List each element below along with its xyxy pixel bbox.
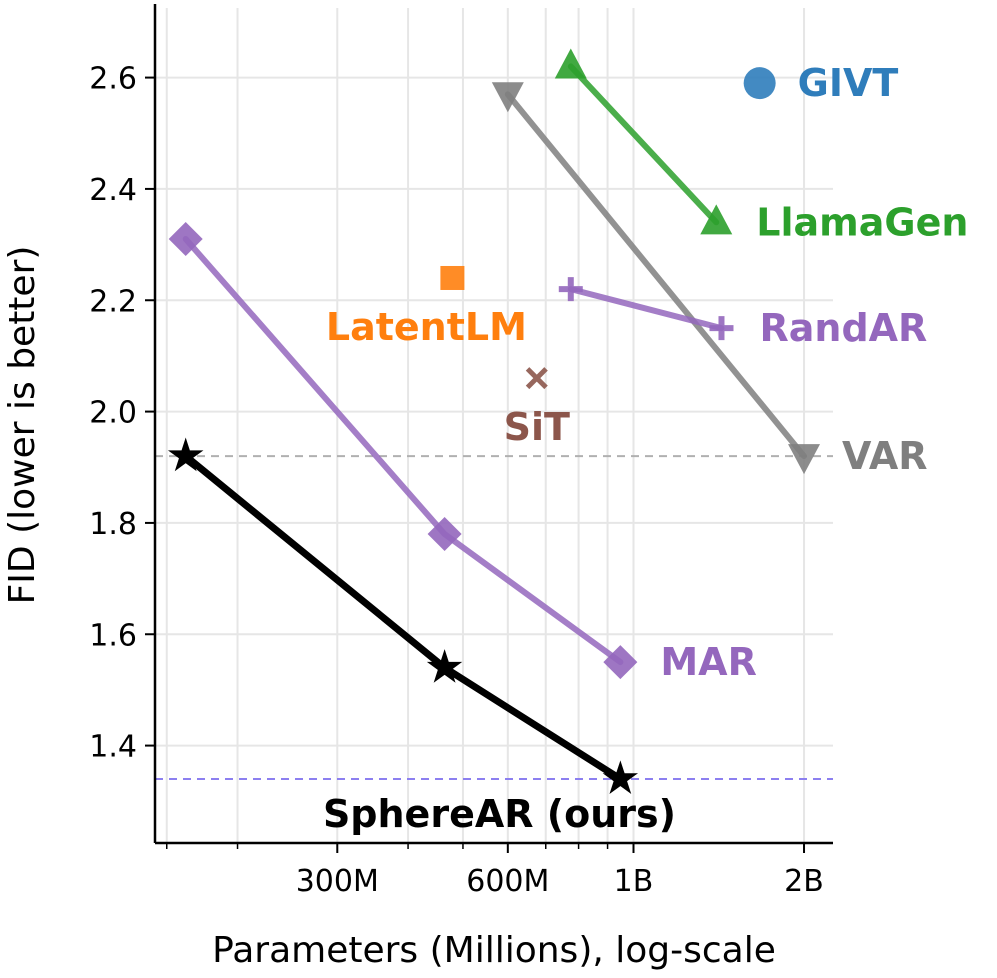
y-tick-label: 1.4: [89, 730, 137, 765]
latentlm-point: [440, 265, 465, 290]
y-tick-label: 2.4: [89, 173, 137, 208]
y-tick-label: 1.6: [89, 618, 137, 653]
reference-lines: [155, 455, 833, 780]
y-tick-label: 2.6: [89, 62, 137, 97]
latentlm-label: LatentLM: [326, 305, 527, 349]
x-tick-label: 600M: [466, 864, 549, 899]
var-line: [504, 91, 807, 460]
llamagen-line: [567, 63, 720, 226]
llamagen-point: [554, 48, 587, 79]
y-tick-label: 1.8: [89, 507, 137, 542]
y-tick-label: 2.0: [89, 396, 137, 431]
x-tick-label: 300M: [296, 864, 379, 899]
var-label: VAR: [842, 434, 928, 478]
spherear-ours-point: [167, 437, 204, 472]
spherear-ours-point: [602, 760, 639, 795]
var-point: [491, 82, 524, 113]
var-point: [788, 444, 821, 475]
mar-point: [168, 222, 203, 257]
data-series: [167, 48, 821, 795]
spherear-ours-point: [426, 649, 463, 683]
mar-line: [182, 236, 624, 666]
randar-point: [709, 316, 734, 341]
sit-point: [525, 367, 548, 390]
llamagen-point: [700, 204, 733, 235]
givt-label: GIVT: [798, 61, 899, 105]
mar-point: [427, 517, 462, 552]
sit-label: SiT: [504, 405, 570, 449]
mar-label: MAR: [660, 640, 756, 684]
randar-point: [558, 277, 583, 302]
spherear-ours-label: SphereAR (ours): [323, 792, 676, 836]
randar-line: [567, 286, 725, 332]
x-axis-label: Parameters (Millions), log-scale: [212, 930, 776, 971]
y-axis-label: FID (lower is better): [2, 246, 43, 605]
y-tick-label: 2.2: [89, 284, 137, 319]
x-tick-label: 2B: [784, 864, 824, 899]
mar-point: [603, 645, 638, 680]
llamagen-label: LlamaGen: [756, 200, 968, 244]
x-tick-label: 1B: [614, 864, 654, 899]
givt-point: [743, 67, 776, 100]
series-labels: GIVT LlamaGen VAR RandAR LatentLM SiT MAR Spher…: [323, 61, 968, 836]
axes: 300M 600M 1B 2B 1.4 1.6 1.8 2.0 2.2 2.4 2.6: [89, 4, 833, 899]
grid-lines: [155, 8, 833, 843]
randar-label: RandAR: [759, 306, 927, 350]
